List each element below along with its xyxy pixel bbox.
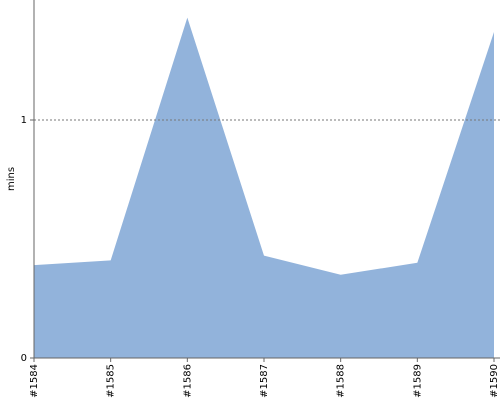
- x-tick-label: #1587: [259, 364, 270, 398]
- y-tick-label: 0: [21, 353, 27, 364]
- y-tick-label: 1: [21, 115, 27, 126]
- x-tick-label: #1589: [412, 364, 423, 398]
- x-tick-label: #1584: [29, 364, 40, 398]
- x-tick-label: #1585: [106, 364, 117, 398]
- x-tick-label: #1588: [336, 364, 347, 398]
- x-tick-label: #1590: [489, 364, 500, 398]
- area: [34, 17, 494, 358]
- x-tick-label: #1586: [182, 364, 193, 398]
- y-axis-label: mins: [6, 167, 17, 191]
